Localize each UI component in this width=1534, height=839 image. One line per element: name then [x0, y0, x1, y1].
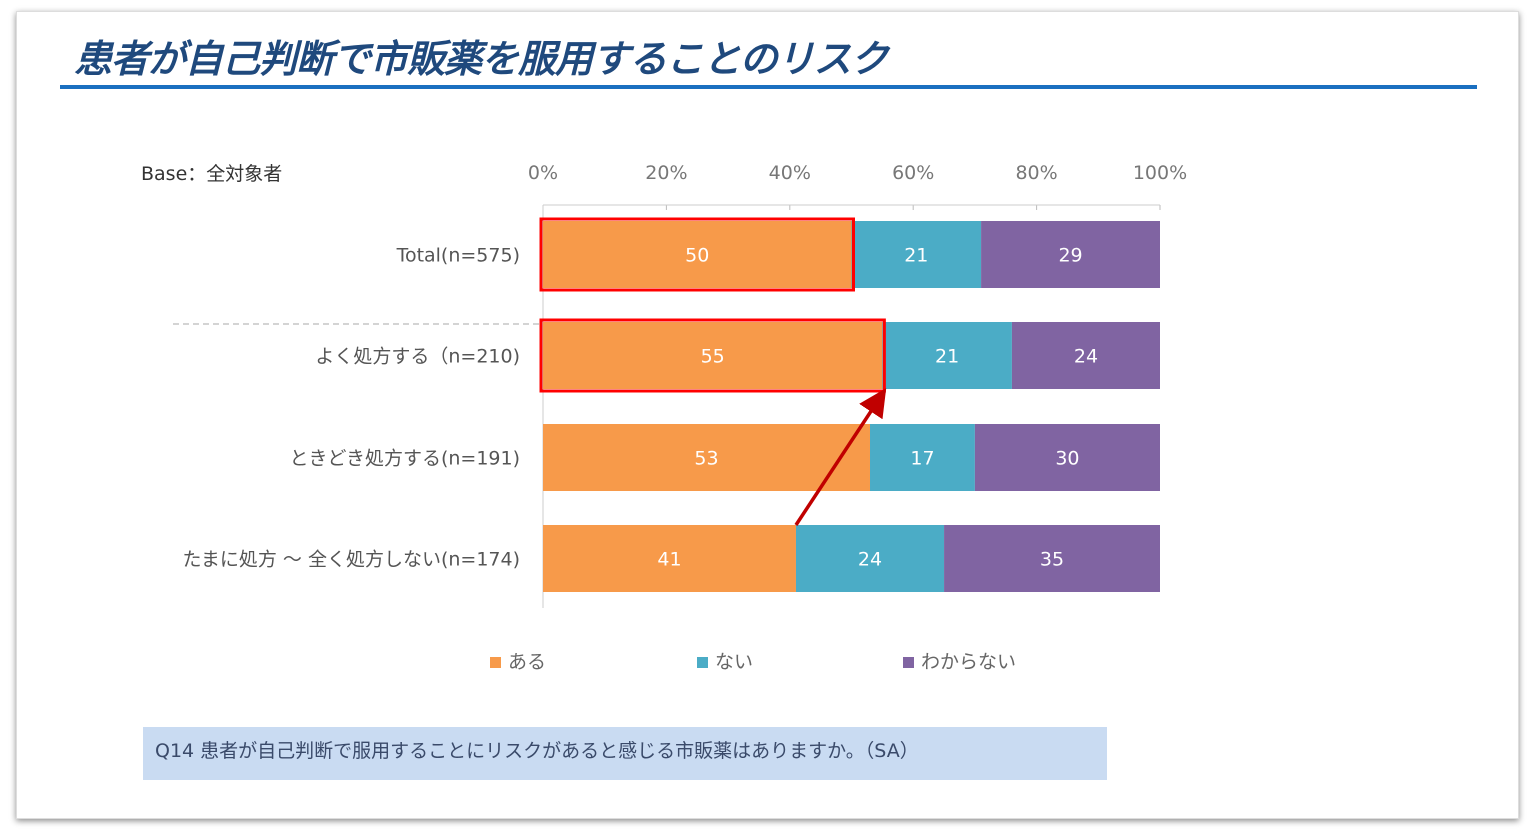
- data-label: 17: [910, 448, 934, 470]
- bar-segment: [1011, 322, 1160, 389]
- bar-segment: [944, 525, 1160, 592]
- x-tick-label: 80%: [1015, 162, 1057, 184]
- category-label: Total(n=575): [396, 245, 520, 267]
- bar-segment: [543, 322, 883, 389]
- data-label: 50: [685, 245, 709, 267]
- x-tick-label: 0%: [528, 162, 558, 184]
- data-label: 21: [904, 245, 928, 267]
- legend-swatch: [903, 657, 914, 668]
- bar-segment: [981, 221, 1160, 288]
- highlight-box: [539, 318, 886, 393]
- data-label: 24: [1074, 346, 1098, 368]
- bar-segment: [870, 424, 975, 491]
- bar-segment: [543, 424, 871, 491]
- x-tick-label: 40%: [769, 162, 811, 184]
- data-label: 41: [657, 549, 681, 571]
- category-label: よく処方する（n=210): [315, 346, 520, 368]
- category-label: たまに処方 ～ 全く処方しない(n=174): [182, 549, 520, 571]
- legend-swatch: [490, 657, 501, 668]
- slide: [16, 11, 1519, 819]
- data-label: 53: [694, 448, 718, 470]
- page-title: 患者が自己判断で市販薬を服用することのリスク: [74, 37, 889, 81]
- data-label: 30: [1055, 448, 1079, 470]
- base-label: Base：全対象者: [141, 163, 282, 185]
- question-box: Q14 患者が自己判断で服用することにリスクがあると感じる市販薬はありますか。（…: [143, 727, 1107, 780]
- title-underline: [60, 85, 1477, 89]
- bar-segment: [974, 424, 1160, 491]
- x-tick-label: 100%: [1133, 162, 1187, 184]
- highlight-box: [539, 217, 855, 292]
- data-label: 55: [701, 346, 725, 368]
- legend-label: ある: [508, 651, 546, 673]
- data-label: 29: [1058, 245, 1082, 267]
- bar-segment: [851, 221, 982, 288]
- legend-swatch: [697, 657, 708, 668]
- x-tick-label: 60%: [892, 162, 934, 184]
- annotation-arrow: [794, 388, 887, 526]
- x-tick-label: 20%: [645, 162, 687, 184]
- bar-segment: [543, 525, 796, 592]
- bar-segment: [543, 221, 852, 288]
- legend-label: わからない: [921, 651, 1016, 673]
- data-label: 24: [858, 549, 882, 571]
- bar-segment: [795, 525, 945, 592]
- bar-segment: [882, 322, 1012, 389]
- data-label: 35: [1040, 549, 1064, 571]
- category-label: ときどき処方する(n=191): [290, 448, 520, 470]
- legend-label: ない: [715, 651, 753, 673]
- data-label: 21: [935, 346, 959, 368]
